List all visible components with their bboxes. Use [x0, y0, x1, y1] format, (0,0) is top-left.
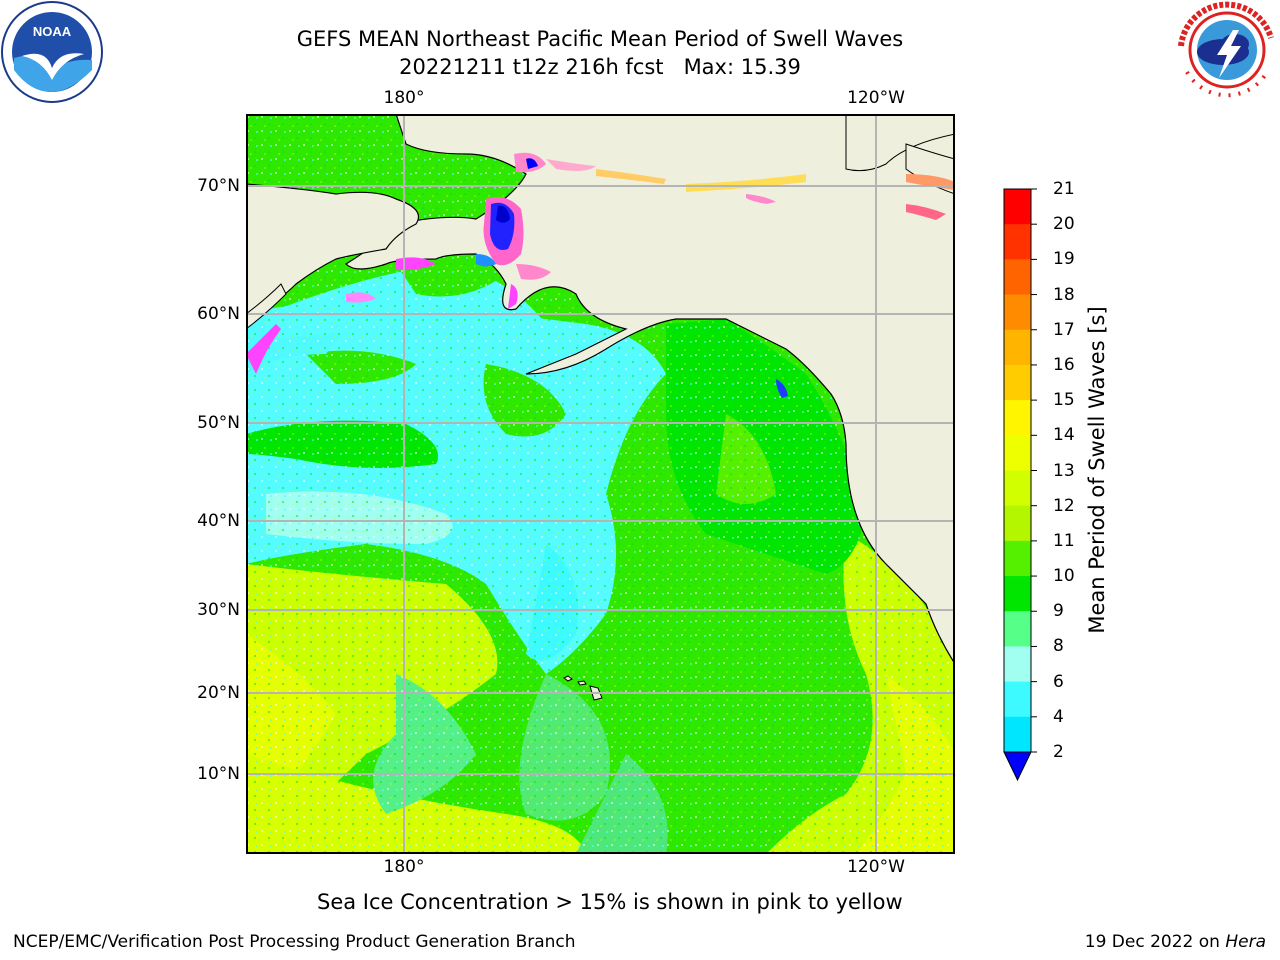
lat-tick: 40°N	[197, 511, 240, 531]
colorbar-segment	[1004, 329, 1031, 366]
map-panel	[246, 114, 955, 854]
nws-logo	[1178, 1, 1275, 98]
colorbar-segment	[1004, 470, 1031, 507]
lon-tick-bottom: 120°W	[847, 857, 905, 877]
land-siberia	[247, 183, 420, 320]
colorbar-segment	[1004, 400, 1031, 436]
lat-tick: 20°N	[197, 683, 240, 703]
colorbar-segment	[1004, 294, 1031, 331]
land-kamchatka	[247, 283, 287, 329]
colorbar-tick: 21	[1053, 179, 1075, 199]
lat-tick: 70°N	[197, 176, 240, 196]
colorbar-segment	[1004, 611, 1031, 647]
footer-machine: Hera	[1225, 932, 1266, 952]
footer-date-text: 19 Dec 2022 on	[1084, 932, 1226, 952]
graticule	[247, 115, 954, 853]
colorbar-extend-arrow	[1003, 751, 1032, 782]
colorbar-tick: 10	[1053, 566, 1075, 587]
map-title: GEFS MEAN Northeast Pacific Mean Period …	[296, 27, 904, 51]
lat-tick: 50°N	[197, 413, 240, 433]
colorbar-segment	[1004, 681, 1031, 718]
colorbar-tick: 9	[1053, 601, 1064, 622]
footer-date: 19 Dec 2022 on Hera	[1085, 932, 1266, 952]
colorbar	[1003, 188, 1037, 782]
colorbar-tick: 6	[1053, 671, 1064, 692]
colorbar-segment	[1004, 435, 1031, 471]
colorbar-tick: 4	[1053, 706, 1064, 727]
lat-tick: 30°N	[197, 600, 240, 620]
map-subtitle: 20221211 t12z 216h fcst Max: 15.39	[399, 55, 801, 79]
colorbar-tick: 17	[1053, 319, 1075, 340]
colorbar-segment	[1004, 189, 1031, 225]
lat-tick: 60°N	[197, 304, 240, 324]
colorbar-tick: 14	[1053, 425, 1075, 446]
lon-tick-bottom: 180°	[383, 857, 425, 877]
noaa-logo-text: NOAA	[33, 24, 72, 39]
colorbar-tick: 11	[1053, 530, 1075, 551]
colorbar-segment	[1004, 716, 1031, 753]
sea-ice-overlay	[247, 152, 954, 398]
colorbar-tick: 15	[1053, 390, 1075, 411]
colorbar-segment	[1004, 540, 1031, 577]
colorbar-tick: 12	[1053, 495, 1075, 516]
colorbar-segment	[1004, 576, 1031, 612]
lon-tick-top: 120°W	[847, 88, 905, 108]
lon-tick-top: 180°	[383, 88, 425, 108]
colorbar-tick: 18	[1053, 284, 1075, 305]
colorbar-segment	[1004, 364, 1031, 401]
sea-ice-note-text: Sea Ice Concentration > 15% is shown in …	[317, 890, 903, 914]
colorbar-tick: 19	[1053, 249, 1075, 270]
colorbar-segment	[1004, 224, 1031, 260]
land-arctic-islands	[845, 115, 954, 172]
footer-credit: NCEP/EMC/Verification Post Processing Pr…	[13, 932, 576, 952]
colorbar-segment	[1004, 259, 1031, 296]
colorbar-tick: 20	[1053, 214, 1075, 235]
colorbar-tick: 8	[1053, 636, 1064, 657]
colorbar-tick: 2	[1053, 742, 1064, 762]
colorbar-label: Mean Period of Swell Waves [s]	[1085, 306, 1109, 634]
colorbar-segment	[1004, 646, 1031, 683]
colorbar-tick: 16	[1053, 354, 1075, 375]
colorbar-segment	[1004, 505, 1031, 542]
lat-tick: 10°N	[197, 764, 240, 784]
noaa-logo: NOAA	[1, 1, 103, 103]
colorbar-tick: 13	[1053, 460, 1075, 481]
